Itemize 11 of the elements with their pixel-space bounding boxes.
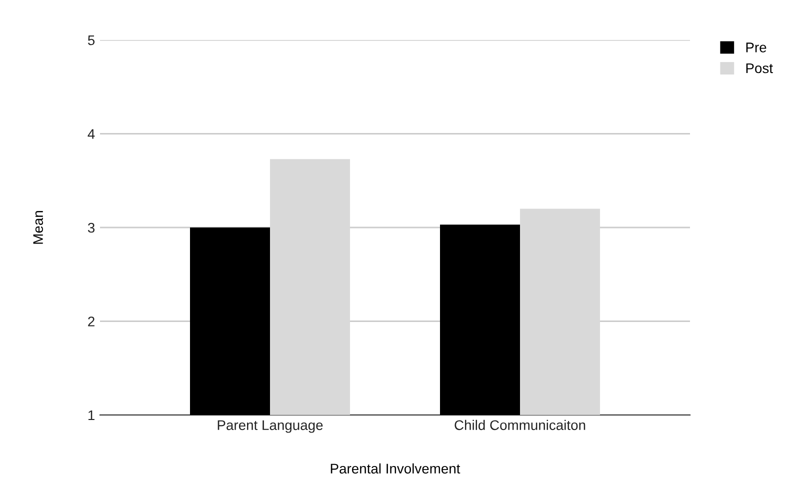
y-tick-label: 1 (88, 410, 94, 420)
y-tick-label: 4 (88, 129, 95, 139)
x-tick-label: Parent Language (218, 420, 323, 433)
y-tick-label: 5 (88, 35, 95, 46)
legend-label: Post (746, 63, 773, 74)
legend-label: Pre (746, 42, 766, 52)
x-axis-title: Parental Involvement (330, 463, 460, 474)
y-tick-label: 3 (88, 222, 95, 233)
x-tick-label: Child Communicaiton (454, 420, 586, 430)
y-tick-label: 2 (88, 316, 94, 326)
y-axis-title: Mean (33, 211, 44, 244)
